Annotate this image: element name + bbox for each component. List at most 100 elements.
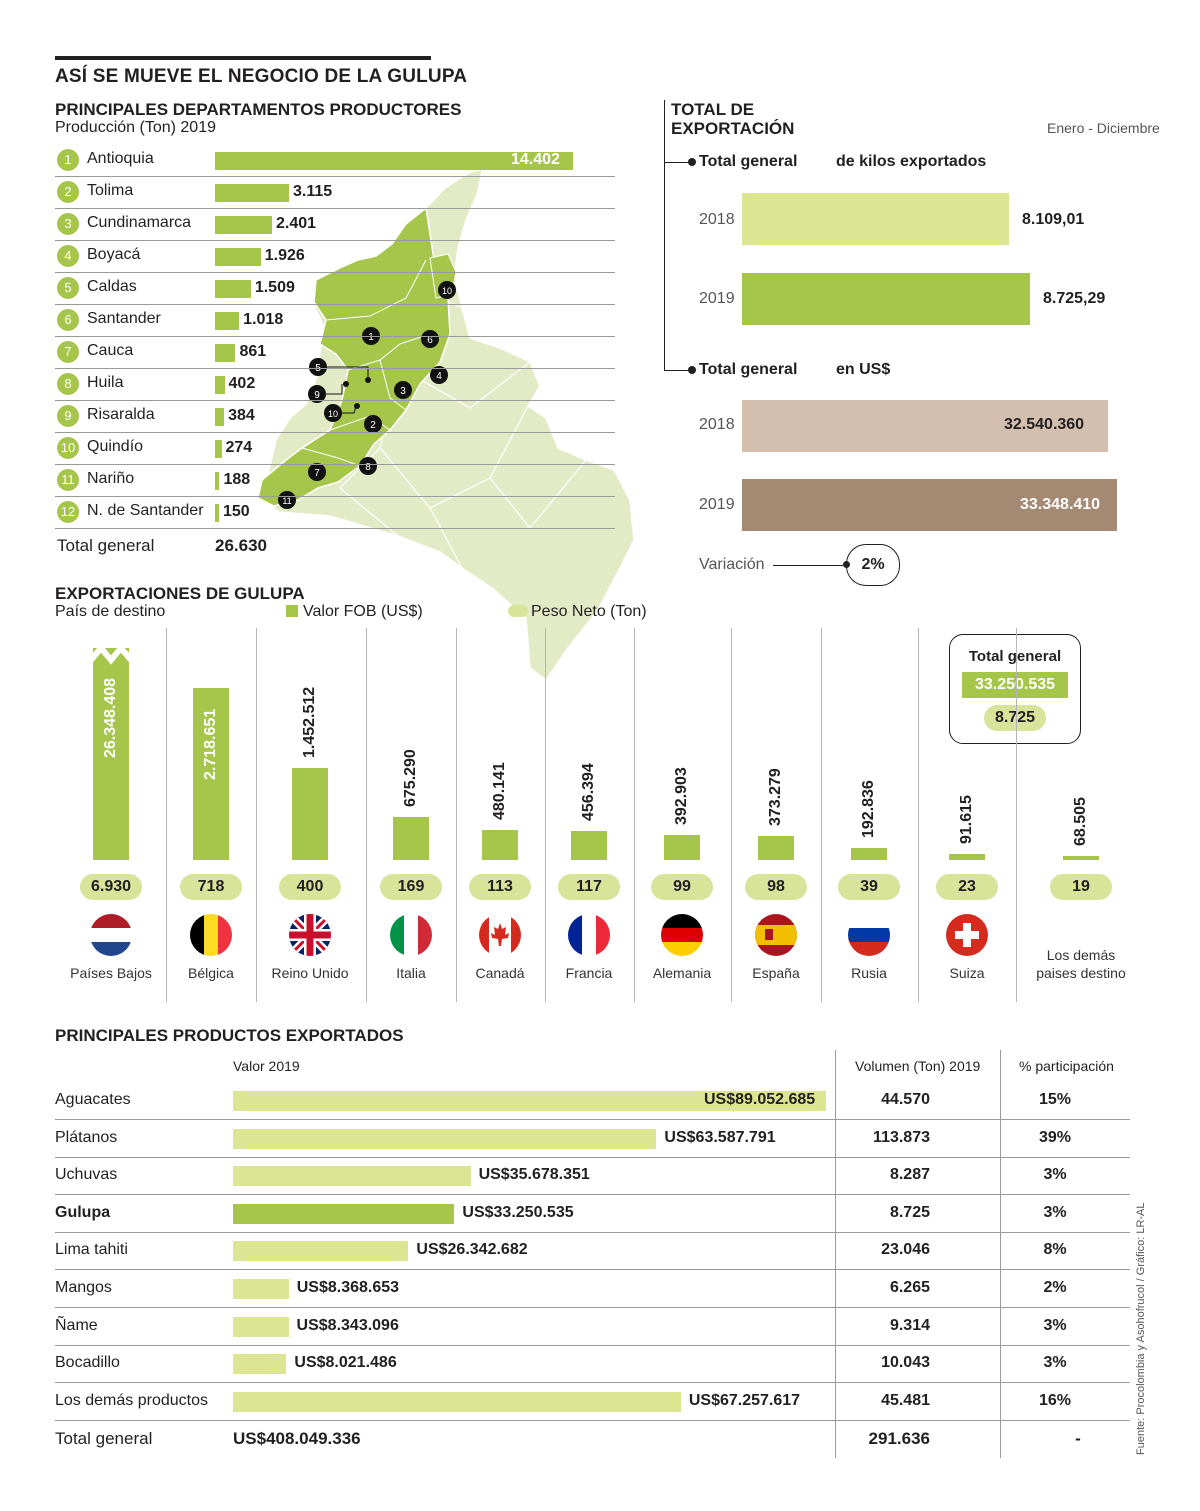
dept-name: N. de Santander — [87, 502, 204, 519]
product-row: Gulupa US$33.250.535 8.725 3% — [55, 1195, 1130, 1233]
column-divider — [256, 628, 257, 1002]
product-share: 8% — [1043, 1241, 1067, 1259]
colombia-map: 1 2 3 4 5 6 7 8 9 10 11 10 — [257, 151, 635, 682]
peso-value: 400 — [279, 874, 341, 900]
usd-bar-2019 — [742, 479, 1117, 531]
belgium-flag — [190, 914, 232, 956]
product-row: Aguacates US$89.052.685 44.570 15% — [55, 1082, 1130, 1120]
product-name: Lima tahiti — [55, 1241, 128, 1259]
product-name: Los demás productos — [55, 1391, 208, 1409]
product-name: Plátanos — [55, 1128, 118, 1146]
products-col-vol: Volumen (Ton) 2019 — [855, 1058, 981, 1074]
fob-value: 480.141 — [491, 761, 508, 820]
germany-flag — [661, 914, 703, 956]
product-row: Plátanos US$63.587.791 113.873 39% — [55, 1120, 1130, 1158]
dept-number: 7 — [57, 341, 79, 363]
country-name: Canadá — [475, 965, 525, 981]
column-divider — [545, 628, 546, 1002]
country-name: Países Bajos — [70, 965, 152, 981]
fob-value: 68.505 — [1072, 796, 1089, 846]
product-share: 3% — [1043, 1316, 1067, 1334]
product-row: Bocadillo US$8.021.486 10.043 3% — [55, 1345, 1130, 1384]
france-flag — [568, 914, 610, 956]
peso-value: 169 — [380, 874, 442, 900]
product-bar — [233, 1166, 471, 1187]
country-name: Alemania — [652, 965, 712, 981]
fob-value: 91.615 — [958, 795, 975, 845]
country-name: Suiza — [949, 965, 985, 981]
fob-bar — [193, 688, 229, 860]
kilos-bar-2019 — [742, 273, 1030, 325]
dept-name: Cauca — [87, 342, 134, 359]
dept-bar — [215, 312, 240, 330]
dept-name: Quindío — [87, 438, 144, 455]
fob-bar — [93, 648, 129, 860]
dept-number: 4 — [57, 245, 79, 267]
dept-number: 9 — [57, 405, 79, 427]
dept-bar — [215, 344, 236, 362]
product-share: 3% — [1043, 1354, 1067, 1372]
column-divider — [1016, 628, 1017, 1002]
fob-value: 373.279 — [767, 768, 784, 827]
product-bar — [233, 1091, 826, 1111]
exports-title-1: TOTAL DE — [671, 100, 755, 119]
column-divider — [366, 628, 367, 1002]
dept-number: 12 — [57, 501, 79, 523]
dept-row: 1 Antioquia 14.402 — [55, 144, 615, 177]
fob-value: 2.718.651 — [202, 708, 219, 780]
dept-row: 6 Santander 1.018 — [55, 304, 615, 337]
switzerland-flag — [946, 914, 988, 956]
product-row: Lima tahiti US$26.342.682 23.046 8% — [55, 1232, 1130, 1271]
dept-row: 11 Nariño 188 — [55, 464, 615, 497]
svg-text:4: 4 — [436, 371, 442, 382]
fob-bar — [851, 847, 887, 860]
peso-value: 39 — [838, 874, 900, 900]
main-title: ASÍ SE MUEVE EL NEGOCIO DE LA GULUPA — [55, 66, 468, 87]
dept-row: 3 Cundinamarca 2.401 — [55, 208, 615, 241]
dept-name: Cundinamarca — [87, 214, 192, 231]
dept-name: Huila — [87, 374, 124, 391]
canada-flag — [479, 914, 521, 956]
dept-value: 861 — [239, 343, 267, 360]
svg-text:11: 11 — [282, 496, 291, 506]
product-share: 39% — [1038, 1128, 1072, 1146]
departments-subtitle: Producción (Ton) 2019 — [55, 119, 216, 136]
product-name: Ñame — [55, 1316, 98, 1334]
dept-value: 384 — [228, 407, 255, 424]
country-name: Bélgica — [188, 965, 234, 981]
svg-text:9: 9 — [314, 390, 320, 401]
product-bar — [233, 1241, 409, 1262]
product-value: US$26.342.682 — [416, 1241, 528, 1259]
country-name: España — [752, 965, 800, 981]
svg-text:6: 6 — [427, 335, 433, 346]
exports-vertical-rule — [664, 100, 665, 370]
dept-value: 2.401 — [276, 215, 317, 232]
column-divider — [821, 628, 822, 1002]
usd-year-2018: 2018 — [699, 416, 735, 433]
products-total-vol: 291.636 — [868, 1429, 930, 1448]
peso-value: 23 — [936, 874, 998, 900]
destinations-total-peso: 8.725 — [984, 705, 1046, 731]
svg-text:8: 8 — [365, 462, 371, 473]
product-bar — [233, 1354, 287, 1375]
country-name-line1: Los demás — [1046, 947, 1116, 963]
product-volume: 8.725 — [889, 1203, 930, 1221]
kilos-value-2018: 8.109,01 — [1022, 211, 1085, 228]
legend-peso-label: Peso Neto (Ton) — [531, 603, 647, 620]
usd-bar-2018 — [742, 400, 1108, 452]
destinations-total-label: Total general — [968, 648, 1062, 665]
dept-row: 4 Boyacá 1.926 — [55, 240, 615, 273]
product-share: 16% — [1038, 1391, 1072, 1409]
dept-name: Antioquia — [87, 150, 154, 167]
products-col-pct: % participación — [1019, 1058, 1114, 1074]
peso-value: 19 — [1050, 874, 1112, 900]
dept-bar — [215, 376, 225, 394]
product-volume: 113.873 — [873, 1128, 930, 1146]
dept-row: 2 Tolima 3.115 — [55, 176, 615, 209]
source-note: Fuente: Procolombia y Asohofrucol / Gráf… — [1135, 1202, 1147, 1455]
russia-flag — [848, 914, 890, 956]
legend-fob-swatch — [286, 605, 298, 617]
dept-number: 6 — [57, 309, 79, 331]
dept-name: Santander — [87, 310, 161, 327]
product-volume: 10.043 — [881, 1354, 930, 1372]
